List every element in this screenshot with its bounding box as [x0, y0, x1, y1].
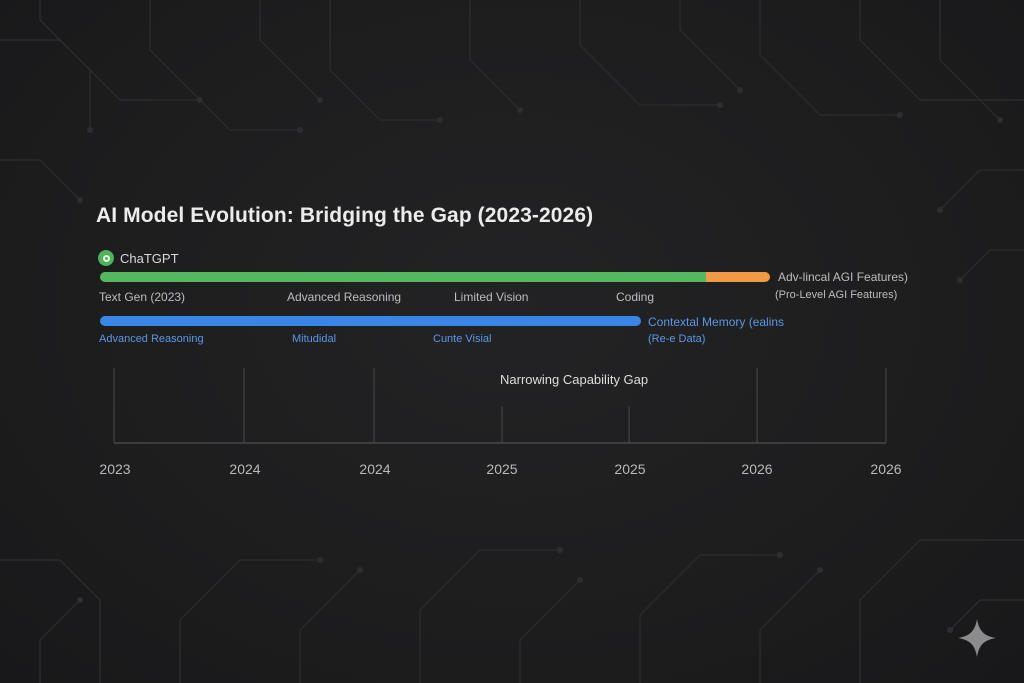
track2-label-3: Cunte Visial: [433, 333, 492, 345]
year-label-4: 2025: [486, 461, 518, 477]
track2-label-2: Mitudidal: [292, 333, 337, 345]
gap-label: Narrowing Capability Gap: [500, 372, 649, 387]
year-label-7: 2026: [870, 461, 902, 477]
chart-title: AI Model Evolution: Bridging the Gap (20…: [96, 204, 594, 227]
year-label-3: 2024: [359, 461, 391, 477]
track1-progress-bar: [100, 272, 710, 282]
track2-label-1: Advanced Reasoning: [99, 333, 204, 345]
track1-label-1: Text Gen (2023): [99, 290, 186, 304]
track1-end-sublabel: (Pro-Level AGI Features): [775, 289, 898, 301]
year-label-6: 2026: [741, 461, 773, 477]
year-label-1: 2023: [99, 461, 131, 477]
track2-end-label: Contextal Memory (ealins: [648, 315, 785, 329]
track1-label-4: Coding: [616, 290, 655, 304]
track1-label-2: Advanced Reasoning: [287, 290, 402, 304]
chatgpt-icon: [98, 250, 114, 266]
sparkle-icon: [958, 619, 996, 657]
track1-agi-segment: [706, 272, 770, 282]
track1-label-3: Limited Vision: [454, 290, 529, 304]
year-label-2: 2024: [229, 461, 261, 477]
track2-progress-bar: [100, 316, 641, 326]
track1-end-label: Adv-lincal AGI Features): [778, 270, 909, 284]
model-legend: ChaTGPT: [98, 250, 179, 266]
track2-end-sublabel: (Re-e Data): [648, 333, 706, 345]
model-name: ChaTGPT: [120, 250, 179, 266]
year-label-5: 2025: [614, 461, 646, 477]
